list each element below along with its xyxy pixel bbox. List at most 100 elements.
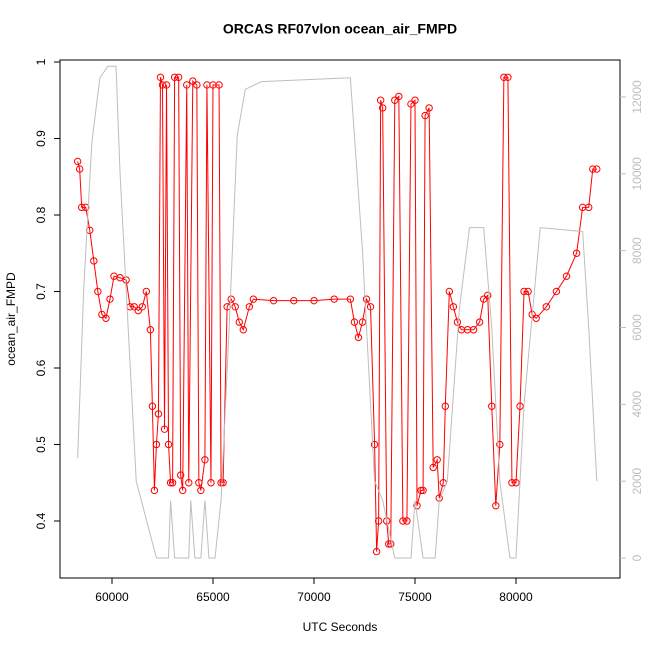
point bbox=[75, 165, 84, 173]
point bbox=[572, 249, 581, 257]
point bbox=[350, 318, 359, 326]
point bbox=[134, 306, 142, 315]
point bbox=[407, 100, 415, 108]
point bbox=[207, 479, 215, 487]
point bbox=[227, 295, 235, 303]
point bbox=[102, 314, 110, 322]
point bbox=[378, 104, 387, 112]
point bbox=[366, 303, 375, 311]
point bbox=[245, 303, 254, 311]
point bbox=[156, 73, 165, 81]
point bbox=[178, 486, 187, 495]
y-tick-label: 0.8 bbox=[34, 206, 48, 223]
point bbox=[504, 73, 512, 81]
y-tick-label: 0.4 bbox=[34, 512, 48, 529]
point bbox=[593, 165, 601, 173]
point bbox=[562, 272, 571, 280]
point bbox=[197, 486, 205, 495]
point bbox=[189, 77, 197, 85]
point bbox=[354, 333, 363, 342]
x-tick-label: 65000 bbox=[196, 590, 230, 604]
point bbox=[346, 295, 355, 303]
y-tick-label: 0.7 bbox=[34, 283, 48, 300]
point bbox=[249, 295, 258, 303]
point bbox=[403, 517, 411, 525]
point bbox=[201, 456, 209, 464]
point bbox=[215, 81, 223, 89]
point bbox=[500, 73, 508, 81]
point bbox=[524, 287, 532, 296]
point bbox=[219, 479, 227, 487]
point bbox=[419, 486, 427, 495]
point bbox=[516, 402, 524, 410]
point bbox=[310, 296, 318, 305]
point bbox=[488, 402, 496, 410]
point bbox=[185, 479, 193, 487]
point bbox=[176, 471, 185, 479]
y2-tick-label: 6000 bbox=[630, 314, 644, 341]
point bbox=[441, 402, 449, 410]
point bbox=[138, 303, 146, 311]
point bbox=[269, 296, 278, 305]
point bbox=[374, 517, 383, 525]
point bbox=[429, 463, 437, 472]
point bbox=[358, 318, 367, 326]
point bbox=[421, 111, 429, 120]
point bbox=[469, 326, 478, 334]
point bbox=[164, 440, 173, 449]
y2-tick-label: 0 bbox=[630, 554, 644, 561]
x-axis-label: UTC Seconds bbox=[303, 620, 378, 634]
point bbox=[82, 203, 90, 212]
point bbox=[496, 440, 504, 449]
point bbox=[290, 296, 298, 305]
x-tick-label: 70000 bbox=[297, 590, 331, 604]
point bbox=[193, 81, 201, 89]
y-tick-label: 0.5 bbox=[34, 436, 48, 453]
point bbox=[372, 547, 381, 556]
point bbox=[183, 81, 191, 89]
point bbox=[484, 291, 492, 300]
point bbox=[170, 73, 179, 81]
y-tick-label: 0.9 bbox=[34, 130, 48, 147]
y-tick-label: 1 bbox=[34, 58, 48, 65]
point bbox=[585, 203, 593, 212]
point bbox=[445, 287, 454, 296]
point bbox=[425, 104, 433, 112]
series-line bbox=[77, 76, 597, 552]
point bbox=[154, 410, 163, 418]
y2-tick-label: 2000 bbox=[630, 467, 644, 494]
point bbox=[217, 479, 225, 487]
point bbox=[552, 287, 561, 296]
point bbox=[106, 295, 114, 303]
point bbox=[362, 295, 371, 303]
point bbox=[395, 92, 403, 101]
x-tick-label: 80000 bbox=[499, 590, 533, 604]
point bbox=[158, 81, 167, 89]
point bbox=[376, 96, 385, 104]
point bbox=[391, 96, 399, 104]
point bbox=[77, 203, 86, 212]
y2-tick-label: 10000 bbox=[630, 157, 644, 191]
point bbox=[239, 326, 247, 334]
point bbox=[330, 295, 338, 303]
y2-tick-label: 12000 bbox=[630, 80, 644, 114]
point bbox=[150, 486, 159, 495]
point bbox=[195, 479, 203, 487]
point bbox=[399, 517, 407, 525]
point bbox=[148, 402, 157, 410]
point bbox=[166, 479, 175, 487]
y2-tick-label: 4000 bbox=[630, 391, 644, 418]
point bbox=[479, 295, 488, 303]
point bbox=[370, 440, 379, 449]
point bbox=[453, 318, 462, 326]
point bbox=[142, 287, 151, 296]
point bbox=[152, 440, 161, 449]
point bbox=[449, 303, 458, 311]
point bbox=[413, 502, 421, 510]
plot-box bbox=[59, 59, 621, 579]
point bbox=[168, 479, 177, 487]
point bbox=[589, 165, 597, 173]
point bbox=[73, 157, 82, 166]
point bbox=[162, 81, 171, 89]
